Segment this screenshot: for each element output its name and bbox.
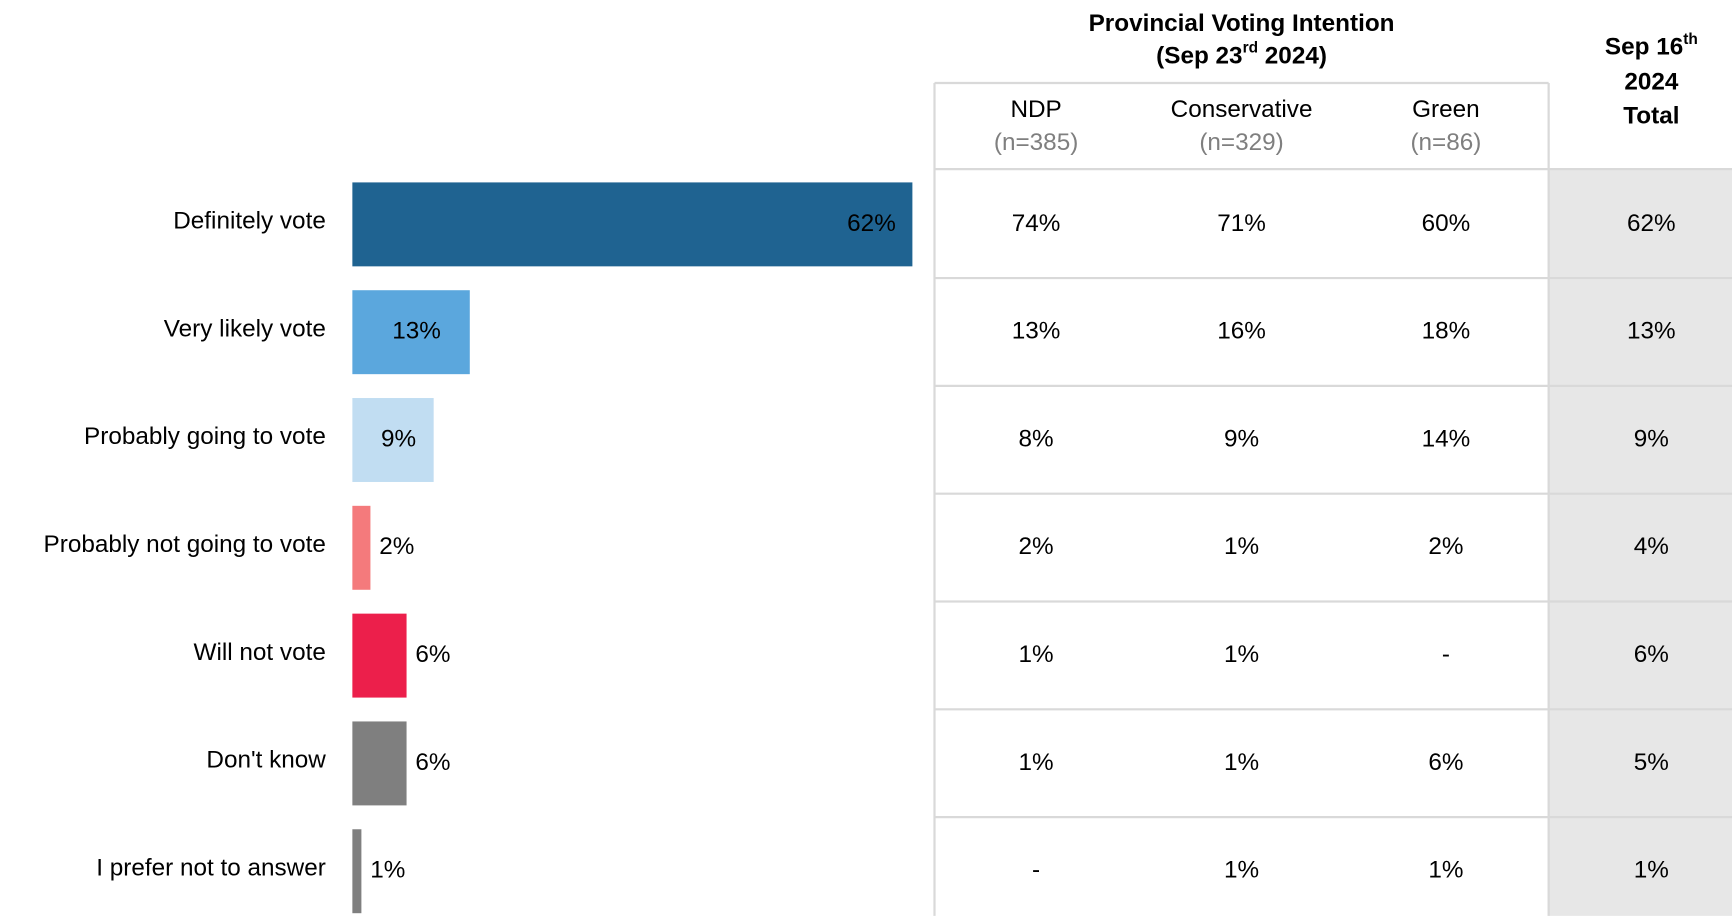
table-cell: 2% — [1019, 533, 1054, 560]
value-label: 6% — [415, 749, 450, 776]
category-label: Probably going to vote — [84, 423, 326, 450]
column-n: (n=86) — [1410, 129, 1481, 156]
total-header: Total — [1623, 103, 1679, 130]
value-label: 2% — [379, 533, 414, 560]
table-cell: 1% — [1019, 641, 1054, 668]
value-label: 9% — [381, 425, 416, 452]
superscript: rd — [1243, 40, 1258, 57]
category-label: Probably not going to vote — [44, 531, 326, 558]
category-label: Don't know — [206, 747, 326, 774]
table-cell: 1% — [1019, 749, 1054, 776]
bar — [352, 721, 407, 806]
table-cell: 4% — [1634, 533, 1669, 560]
table-cell: 1% — [1634, 857, 1669, 884]
text: 2024) — [1258, 43, 1327, 70]
table-cell: 2% — [1428, 533, 1463, 560]
table-cell: 1% — [1224, 533, 1259, 560]
value-label: 6% — [415, 641, 450, 668]
table-cell: 1% — [1224, 749, 1259, 776]
value-label: 1% — [370, 857, 405, 884]
bar — [352, 290, 470, 375]
table-cell: 16% — [1217, 318, 1266, 345]
table-cell: 60% — [1422, 210, 1471, 237]
superscript: th — [1683, 31, 1698, 48]
table-cell: 5% — [1634, 749, 1669, 776]
bar — [352, 613, 407, 698]
category-label: Definitely vote — [173, 208, 326, 235]
text: Sep 16 — [1605, 34, 1683, 61]
column-header: Conservative — [1171, 96, 1313, 123]
total-header: 2024 — [1624, 68, 1679, 95]
value-label: 13% — [392, 318, 441, 345]
category-label: Will not vote — [194, 639, 326, 666]
table-cell: 6% — [1634, 641, 1669, 668]
total-header: Sep 16th — [1605, 31, 1698, 61]
column-header: Green — [1412, 96, 1480, 123]
table-cell: - — [1032, 857, 1040, 884]
table-cell: 13% — [1627, 318, 1676, 345]
table-cell: 62% — [1627, 210, 1676, 237]
table-cell: 13% — [1012, 318, 1061, 345]
bar — [352, 829, 362, 914]
group-title: Provincial Voting Intention — [1089, 10, 1395, 37]
bar — [352, 182, 913, 267]
column-header: NDP — [1010, 96, 1061, 123]
text: (Sep 23 — [1156, 43, 1242, 70]
column-n: (n=329) — [1199, 129, 1283, 156]
table-cell: 14% — [1422, 425, 1471, 452]
table-cell: 1% — [1224, 641, 1259, 668]
table-cell: 9% — [1634, 425, 1669, 452]
category-label: I prefer not to answer — [96, 854, 326, 881]
value-label: 62% — [847, 210, 896, 237]
table-cell: 18% — [1422, 318, 1471, 345]
total-column-bg — [1548, 169, 1732, 916]
table-cell: 74% — [1012, 210, 1061, 237]
table-cell: 6% — [1428, 749, 1463, 776]
table-cell: - — [1442, 641, 1450, 668]
bar — [352, 505, 371, 590]
table-cell: 9% — [1224, 425, 1259, 452]
table-cell: 1% — [1428, 857, 1463, 884]
bar — [352, 398, 434, 482]
table-cell: 71% — [1217, 210, 1266, 237]
group-subtitle: (Sep 23rd 2024) — [1156, 40, 1327, 70]
column-n: (n=385) — [994, 129, 1078, 156]
table-cell: 1% — [1224, 857, 1259, 884]
table-cell: 8% — [1019, 425, 1054, 452]
category-label: Very likely vote — [164, 315, 326, 342]
